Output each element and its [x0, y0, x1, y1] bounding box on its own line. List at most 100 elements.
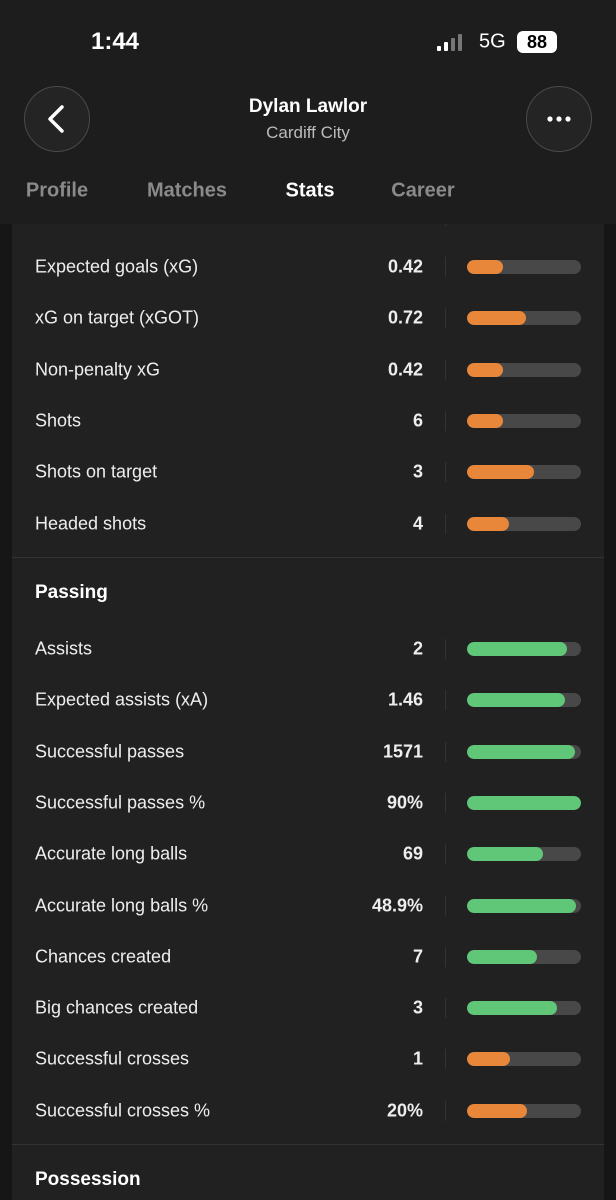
stat-label: Headed shots	[35, 513, 147, 533]
separator	[445, 308, 446, 329]
more-icon	[547, 116, 571, 122]
section-title: Possession	[35, 1169, 141, 1190]
stat-label: Shots on target	[35, 461, 158, 482]
bar-fill	[467, 413, 504, 428]
bar-fill	[467, 847, 544, 862]
separator	[445, 359, 446, 380]
stat-value: 20%	[386, 1100, 423, 1121]
bar-track	[467, 362, 581, 377]
divider	[12, 1144, 604, 1145]
bar-fill	[467, 949, 537, 964]
bar-fill	[467, 465, 535, 480]
bar-fill	[467, 1052, 511, 1067]
bar-track	[467, 847, 581, 862]
stat-value: 1571	[382, 741, 423, 762]
stat-label: xG on target (xGOT)	[35, 307, 200, 328]
bar-track	[467, 1001, 581, 1016]
stat-value: 69	[402, 843, 423, 864]
time: 1:44	[90, 28, 140, 55]
stat-value: 4	[412, 513, 423, 533]
stat-value: 1	[412, 1048, 423, 1069]
bar-track	[467, 1103, 581, 1118]
stat-label: Assists	[35, 638, 93, 659]
tab[interactable]: Matches	[146, 179, 228, 202]
back-button[interactable]	[24, 86, 90, 152]
separator	[445, 462, 446, 483]
bar-track	[467, 413, 581, 428]
stat-label: Successful passes %	[35, 792, 206, 813]
bar-track	[467, 949, 581, 964]
bar-track	[467, 898, 581, 913]
stat-label: Expected assists (xA)	[35, 689, 209, 710]
signal	[458, 34, 462, 51]
stat-label: Successful passes	[35, 741, 185, 762]
bar-fill	[467, 642, 568, 656]
bar-fill	[467, 795, 581, 810]
stat-value: 2	[412, 638, 423, 659]
bar-fill	[467, 693, 566, 708]
stat-value: 7	[412, 946, 423, 967]
stat-value: 0.42	[387, 359, 423, 380]
bar-track	[467, 693, 581, 708]
signal	[451, 38, 455, 51]
stat-value: 3	[412, 997, 423, 1018]
separator	[445, 690, 446, 711]
bar-fill	[467, 362, 504, 377]
bar-track	[467, 795, 581, 810]
stat-label: Successful crosses %	[35, 1100, 211, 1121]
separator	[445, 792, 446, 813]
separator	[445, 946, 446, 967]
separator	[445, 1049, 446, 1070]
back-icon	[48, 105, 64, 133]
separator	[445, 639, 446, 659]
bar-track	[467, 642, 581, 656]
bar-fill	[467, 260, 504, 274]
battery: 88	[517, 31, 557, 53]
header: 1:44 5G 88 Dylan Lawlor Cardiff City Pro…	[0, 0, 616, 224]
bar-track	[467, 260, 581, 274]
bar-track	[467, 311, 581, 326]
tab[interactable]: Career	[391, 179, 455, 202]
signal	[444, 42, 448, 51]
bar-track	[467, 465, 581, 480]
bar-track	[467, 516, 581, 531]
stat-label: Accurate long balls	[35, 843, 188, 864]
more-button[interactable]	[526, 86, 592, 152]
stat-label: Shots	[35, 410, 82, 431]
bar-fill	[467, 311, 527, 326]
separator	[445, 257, 446, 277]
signal	[437, 46, 441, 51]
divider	[12, 557, 604, 558]
network: 5G	[479, 30, 506, 53]
stat-label: Big chances created	[35, 997, 199, 1018]
tab[interactable]: Profile	[25, 179, 89, 202]
bar-track	[467, 1052, 581, 1067]
bar-fill	[467, 1103, 528, 1118]
separator	[445, 895, 446, 916]
separator	[445, 410, 446, 431]
separator	[445, 741, 446, 762]
player-name: Dylan Lawlor	[248, 96, 368, 117]
separator	[445, 844, 446, 865]
bar-fill	[467, 898, 577, 913]
separator	[445, 998, 446, 1019]
tab[interactable]: Stats	[285, 179, 335, 202]
bar-track	[467, 744, 581, 759]
team-name: Cardiff City	[266, 123, 350, 142]
stat-label: Chances created	[35, 946, 172, 967]
stat-value: 90%	[386, 792, 423, 813]
section-title: Passing	[35, 582, 108, 603]
separator	[445, 513, 446, 534]
stat-label: Accurate long balls %	[35, 895, 209, 915]
stat-label: Non-penalty xG	[35, 359, 161, 380]
separator	[445, 1100, 446, 1121]
stat-value: 48.9%	[371, 895, 423, 915]
stat-value: 0.72	[387, 307, 423, 328]
stat-label: Expected goals (xG)	[35, 256, 199, 277]
stat-value: 1.46	[387, 689, 423, 710]
bar-fill	[467, 1001, 558, 1016]
stat-value: 3	[412, 461, 423, 482]
stat-value: 6	[412, 410, 423, 431]
bar-fill	[467, 744, 576, 759]
